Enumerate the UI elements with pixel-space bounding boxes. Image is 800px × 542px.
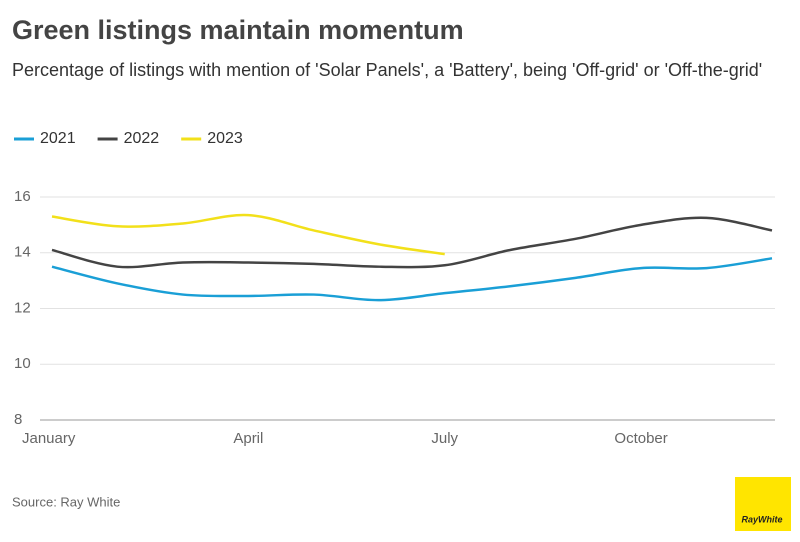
legend-label: 2023 (207, 130, 243, 147)
series-line (51, 257, 773, 302)
chart-subtitle: Percentage of listings with mention of '… (12, 60, 763, 80)
logo-box (735, 477, 791, 531)
source: Source: Ray White (12, 494, 120, 509)
chart-title: Green listings maintain momentum (12, 15, 464, 45)
x-tick-label: July (431, 430, 458, 447)
y-tick-label: 10 (14, 355, 31, 372)
y-tick-label: 16 (14, 188, 31, 205)
series-line (51, 216, 773, 269)
y-tick-label: 12 (14, 299, 31, 316)
x-tick-label: January (22, 430, 76, 447)
x-tick-label: October (614, 430, 667, 447)
subtitle-box: Percentage of listings with mention of '… (12, 60, 763, 80)
series-line (51, 213, 445, 256)
logo: RayWhite (741, 514, 782, 524)
legend-label: 2022 (124, 130, 160, 147)
y-tick-label: 14 (14, 244, 31, 261)
legend-label: 2021 (40, 130, 76, 147)
x-tick-label: April (233, 430, 263, 447)
y-tick-label: 8 (14, 411, 22, 428)
